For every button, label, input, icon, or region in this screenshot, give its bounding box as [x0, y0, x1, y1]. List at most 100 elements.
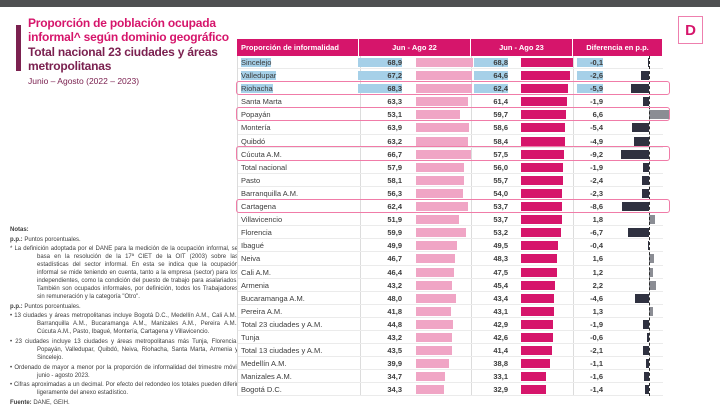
bar-diff: [649, 254, 654, 264]
table-row: Valledupar 67,2 64,6 -2,6: [238, 69, 663, 83]
bar-2023: [521, 84, 568, 94]
city-label: Tunja: [241, 332, 260, 342]
bar-diff: [622, 202, 649, 212]
value-2022: 46,7: [387, 254, 402, 264]
city-label: Bogotá D.C.: [241, 385, 282, 395]
city-label: Sincelejo: [241, 58, 272, 67]
bar-diff: [649, 306, 653, 316]
bar-2023: [521, 175, 563, 185]
bar-2023: [521, 215, 562, 225]
value-2022: 43,2: [387, 280, 402, 290]
value-2023: 62,4: [474, 84, 508, 94]
note-23-cities: • 23 ciudades incluye 13 ciudades y área…: [10, 338, 238, 361]
bar-2022: [416, 372, 445, 382]
value-2022: 43,5: [387, 346, 402, 356]
note-definition: * La definición adoptada por el DANE par…: [10, 246, 238, 301]
bar-2022: [416, 136, 469, 146]
bar-2023: [521, 123, 566, 133]
bar-2023: [521, 359, 551, 369]
value-2022: 49,9: [387, 241, 402, 251]
value-diff: -0,6: [590, 332, 603, 342]
bar-diff: [632, 123, 649, 133]
bar-diff: [644, 385, 649, 395]
value-diff: -4,9: [590, 136, 603, 146]
bar-2022: [416, 188, 463, 198]
title-accent-bar: [16, 25, 21, 71]
value-2023: 53,2: [493, 228, 508, 238]
bar-2022: [416, 293, 456, 303]
table-row: Pasto 58,1 55,7 -2,4: [238, 174, 663, 187]
table-row: Bogotá D.C. 34,3 32,9 -1,4: [238, 383, 663, 397]
table-row: Cali A.M. 46,4 47,5 1,2: [238, 266, 663, 279]
bar-2023: [521, 136, 565, 146]
value-2023: 54,0: [493, 188, 508, 198]
city-label: Riohacha: [241, 84, 273, 94]
table-row: Bucaramanga A.M. 48,0 43,4 -4,6: [238, 292, 663, 305]
value-diff: -2,1: [590, 346, 603, 356]
value-diff: -1,9: [590, 97, 603, 107]
bar-2022: [416, 84, 473, 94]
value-2022: 66,7: [387, 149, 402, 159]
table-row: Manizales A.M. 34,7 33,1 -1,6: [238, 370, 663, 384]
value-diff: -1,9: [590, 162, 603, 172]
column-header-1: Jun - Ago 22: [359, 39, 470, 56]
city-label: Pasto: [241, 175, 261, 185]
value-2022: 34,7: [387, 372, 402, 382]
bar-diff: [633, 136, 649, 146]
value-2023: 38,8: [493, 359, 508, 369]
page-title-line2: informal^ según dominio geográfico: [28, 30, 229, 45]
bar-diff: [641, 175, 649, 185]
value-2022: 39,9: [387, 359, 402, 369]
bar-2023: [521, 110, 566, 120]
bar-diff: [649, 280, 656, 290]
value-diff: 1,8: [592, 215, 603, 225]
column-separator: [573, 56, 574, 397]
city-label: Valledupar: [241, 71, 277, 81]
value-2022: 41,8: [387, 306, 402, 316]
value-2023: 56,0: [493, 162, 508, 172]
note-pp-2: p.p.: Puntos porcentuales.: [10, 303, 81, 310]
table-row: Tunja 43,2 42,6 -0,6: [238, 331, 663, 345]
table-row: Florencia 59,9 53,2 -6,7: [238, 226, 663, 240]
value-diff: -5,9: [577, 84, 603, 94]
value-diff: 2,2: [592, 280, 603, 290]
table-row: Pereira A.M. 41,8 43,1 1,3: [238, 305, 663, 318]
value-2023: 57,5: [493, 149, 508, 159]
value-2022: 68,9: [358, 58, 402, 67]
value-2022: 63,3: [387, 97, 402, 107]
bar-2022: [416, 71, 472, 81]
value-diff: -1,1: [590, 359, 603, 369]
value-diff: -1,9: [590, 319, 603, 329]
table-row: Barranquilla A.M. 56,3 54,0 -2,3: [238, 187, 663, 201]
bar-2022: [416, 319, 453, 329]
bar-diff: [634, 293, 649, 303]
value-diff: -6,7: [590, 228, 603, 238]
city-label: Armenia: [241, 280, 269, 290]
bar-diff: [647, 241, 649, 251]
bar-2023: [521, 385, 546, 395]
value-2023: 47,5: [493, 267, 508, 277]
value-2022: 44,8: [387, 319, 402, 329]
city-label: Cartagena: [241, 202, 277, 212]
bar-2023: [521, 188, 562, 198]
city-label: Florencia: [241, 228, 272, 238]
value-2023: 33,1: [493, 372, 508, 382]
bar-diff: [642, 346, 649, 356]
bar-2022: [416, 58, 473, 67]
bar-2022: [416, 346, 452, 356]
bar-2022: [416, 162, 464, 172]
bar-diff: [649, 267, 653, 277]
value-diff: 1,2: [592, 267, 603, 277]
bar-2023: [521, 97, 568, 107]
city-label: Medellín A.M.: [241, 359, 287, 369]
table-row: Quibdó 63,2 58,4 -4,9: [238, 135, 663, 148]
city-label: Popayán: [241, 110, 271, 120]
note-ordering: • Ordenado de mayor a menor por la propo…: [10, 364, 238, 379]
page-title-line1: Proporción de población ocupada: [28, 16, 216, 30]
value-2023: 58,4: [493, 136, 508, 146]
bar-diff: [643, 319, 649, 329]
bar-diff: [630, 84, 649, 94]
bar-2023: [521, 306, 554, 316]
table-row: Villavicencio 51,9 53,7 1,8: [238, 213, 663, 227]
bar-2023: [521, 280, 556, 290]
